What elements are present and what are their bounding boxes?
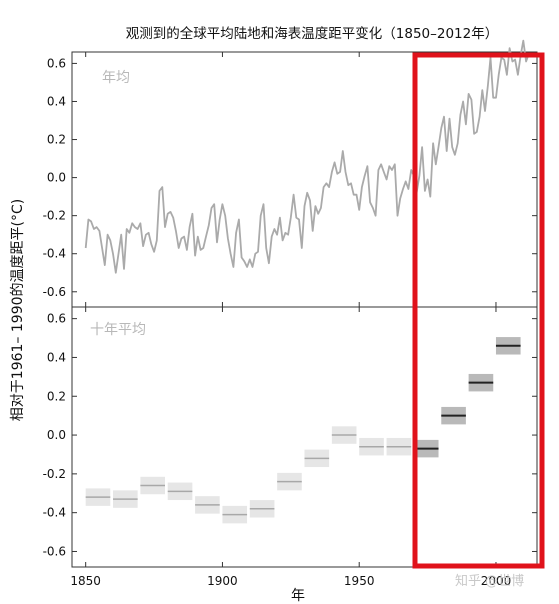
y-tick-label: 0.6 [47,56,66,70]
y-tick-label: 0.0 [47,428,66,442]
top-panel-frame [71,51,538,308]
x-tick-label: 2000 [481,574,512,588]
y-tick-label: -0.2 [43,209,66,223]
chart-title: 观测到的全球平均陆地和海表温度距平变化（1850–2012年） [126,25,498,42]
y-tick-label: -0.4 [43,506,66,520]
highlight-box [412,52,545,569]
y-tick-label: 0.6 [47,312,66,326]
y-tick-label: -0.2 [43,467,66,481]
watermark: 知乎 @世博 [455,573,524,589]
x-tick-label: 1950 [344,574,375,588]
series-line [84,39,530,274]
y-tick-label: 0.4 [47,94,66,108]
y-tick-label: -0.4 [43,247,66,261]
y-axis-label: 相对于1961– 1990的温度距平(°C) [10,199,26,421]
bottom-panel-frame [71,306,538,568]
top-panel-label: 年均 [102,70,130,86]
x-axis-label: 年 [291,588,305,604]
x-tick-label: 1850 [70,574,101,588]
y-tick-label: 0.2 [47,389,66,403]
y-tick-label: 0.2 [47,133,66,147]
x-tick-label: 1900 [207,574,238,588]
y-tick-label: 0.4 [47,350,66,364]
bottom-panel-label: 十年平均 [90,322,146,338]
y-tick-label: -0.6 [43,285,66,299]
y-tick-label: -0.6 [43,544,66,558]
y-tick-label: 0.0 [47,171,66,185]
